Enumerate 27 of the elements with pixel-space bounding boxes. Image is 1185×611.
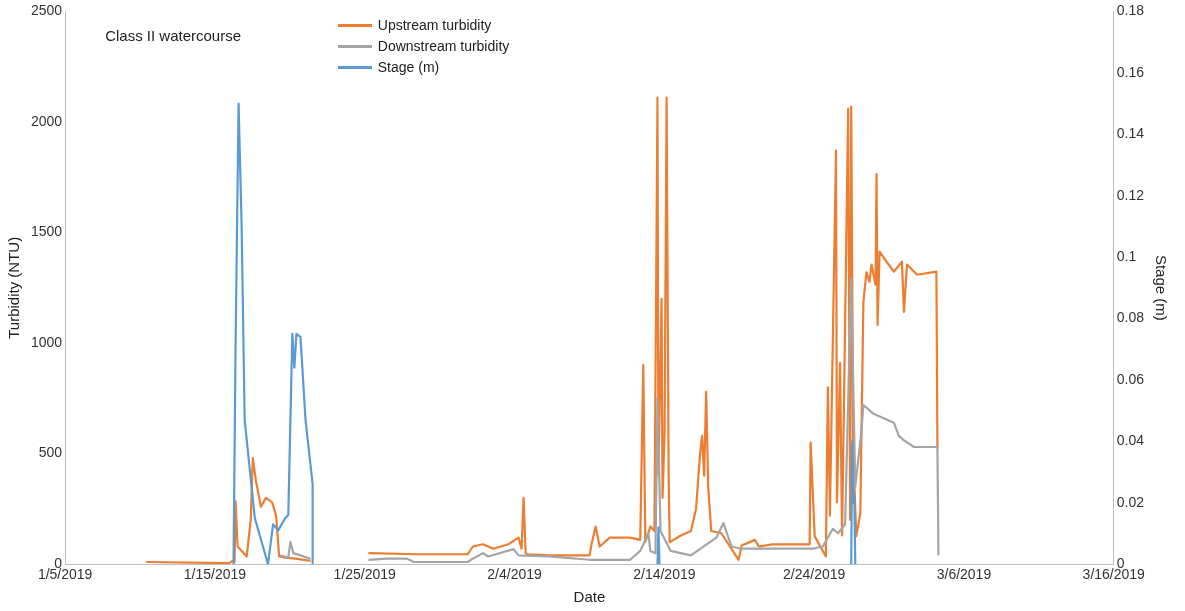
y2-axis-title: Stage (m) xyxy=(1152,254,1170,321)
y2-tick-label: 0.14 xyxy=(1116,125,1145,142)
x-tick-label: 2/4/2019 xyxy=(487,566,543,583)
y2-tick-label: 0.04 xyxy=(1116,432,1145,449)
y-axis-title: Turbidity (NTU) xyxy=(5,236,23,339)
legend-label: Stage (m) xyxy=(377,58,440,78)
y2-tick-label: 0.1 xyxy=(1116,247,1137,264)
y-tick-label: 500 xyxy=(38,444,63,461)
y-tick-label: 1500 xyxy=(30,223,63,240)
y2-tick-label: 0.08 xyxy=(1116,309,1145,326)
y-tick-label: 1000 xyxy=(30,333,63,350)
x-axis-title: Date xyxy=(573,588,606,606)
x-tick-label: 2/14/2019 xyxy=(633,566,696,583)
y2-tick-label: 0.02 xyxy=(1116,493,1145,510)
y2-tick-label: 0.16 xyxy=(1116,63,1145,80)
legend-label: Upstream turbidity xyxy=(377,16,492,36)
y2-tick-label: 0.12 xyxy=(1116,186,1145,203)
x-tick-label: 1/15/2019 xyxy=(183,566,247,583)
y-tick-label: 2500 xyxy=(30,2,63,19)
x-tick-label: 3/6/2019 xyxy=(936,566,992,583)
text: Class II watercourse xyxy=(105,27,242,45)
x-tick-label: 1/25/2019 xyxy=(333,566,397,583)
x-tick-label: 2/24/2019 xyxy=(783,566,846,583)
y2-tick-label: 0.06 xyxy=(1116,370,1145,387)
y2-tick-label: 0.18 xyxy=(1116,2,1145,19)
y-tick-label: 2000 xyxy=(30,112,63,129)
legend-label: Downstream turbidity xyxy=(377,37,510,57)
